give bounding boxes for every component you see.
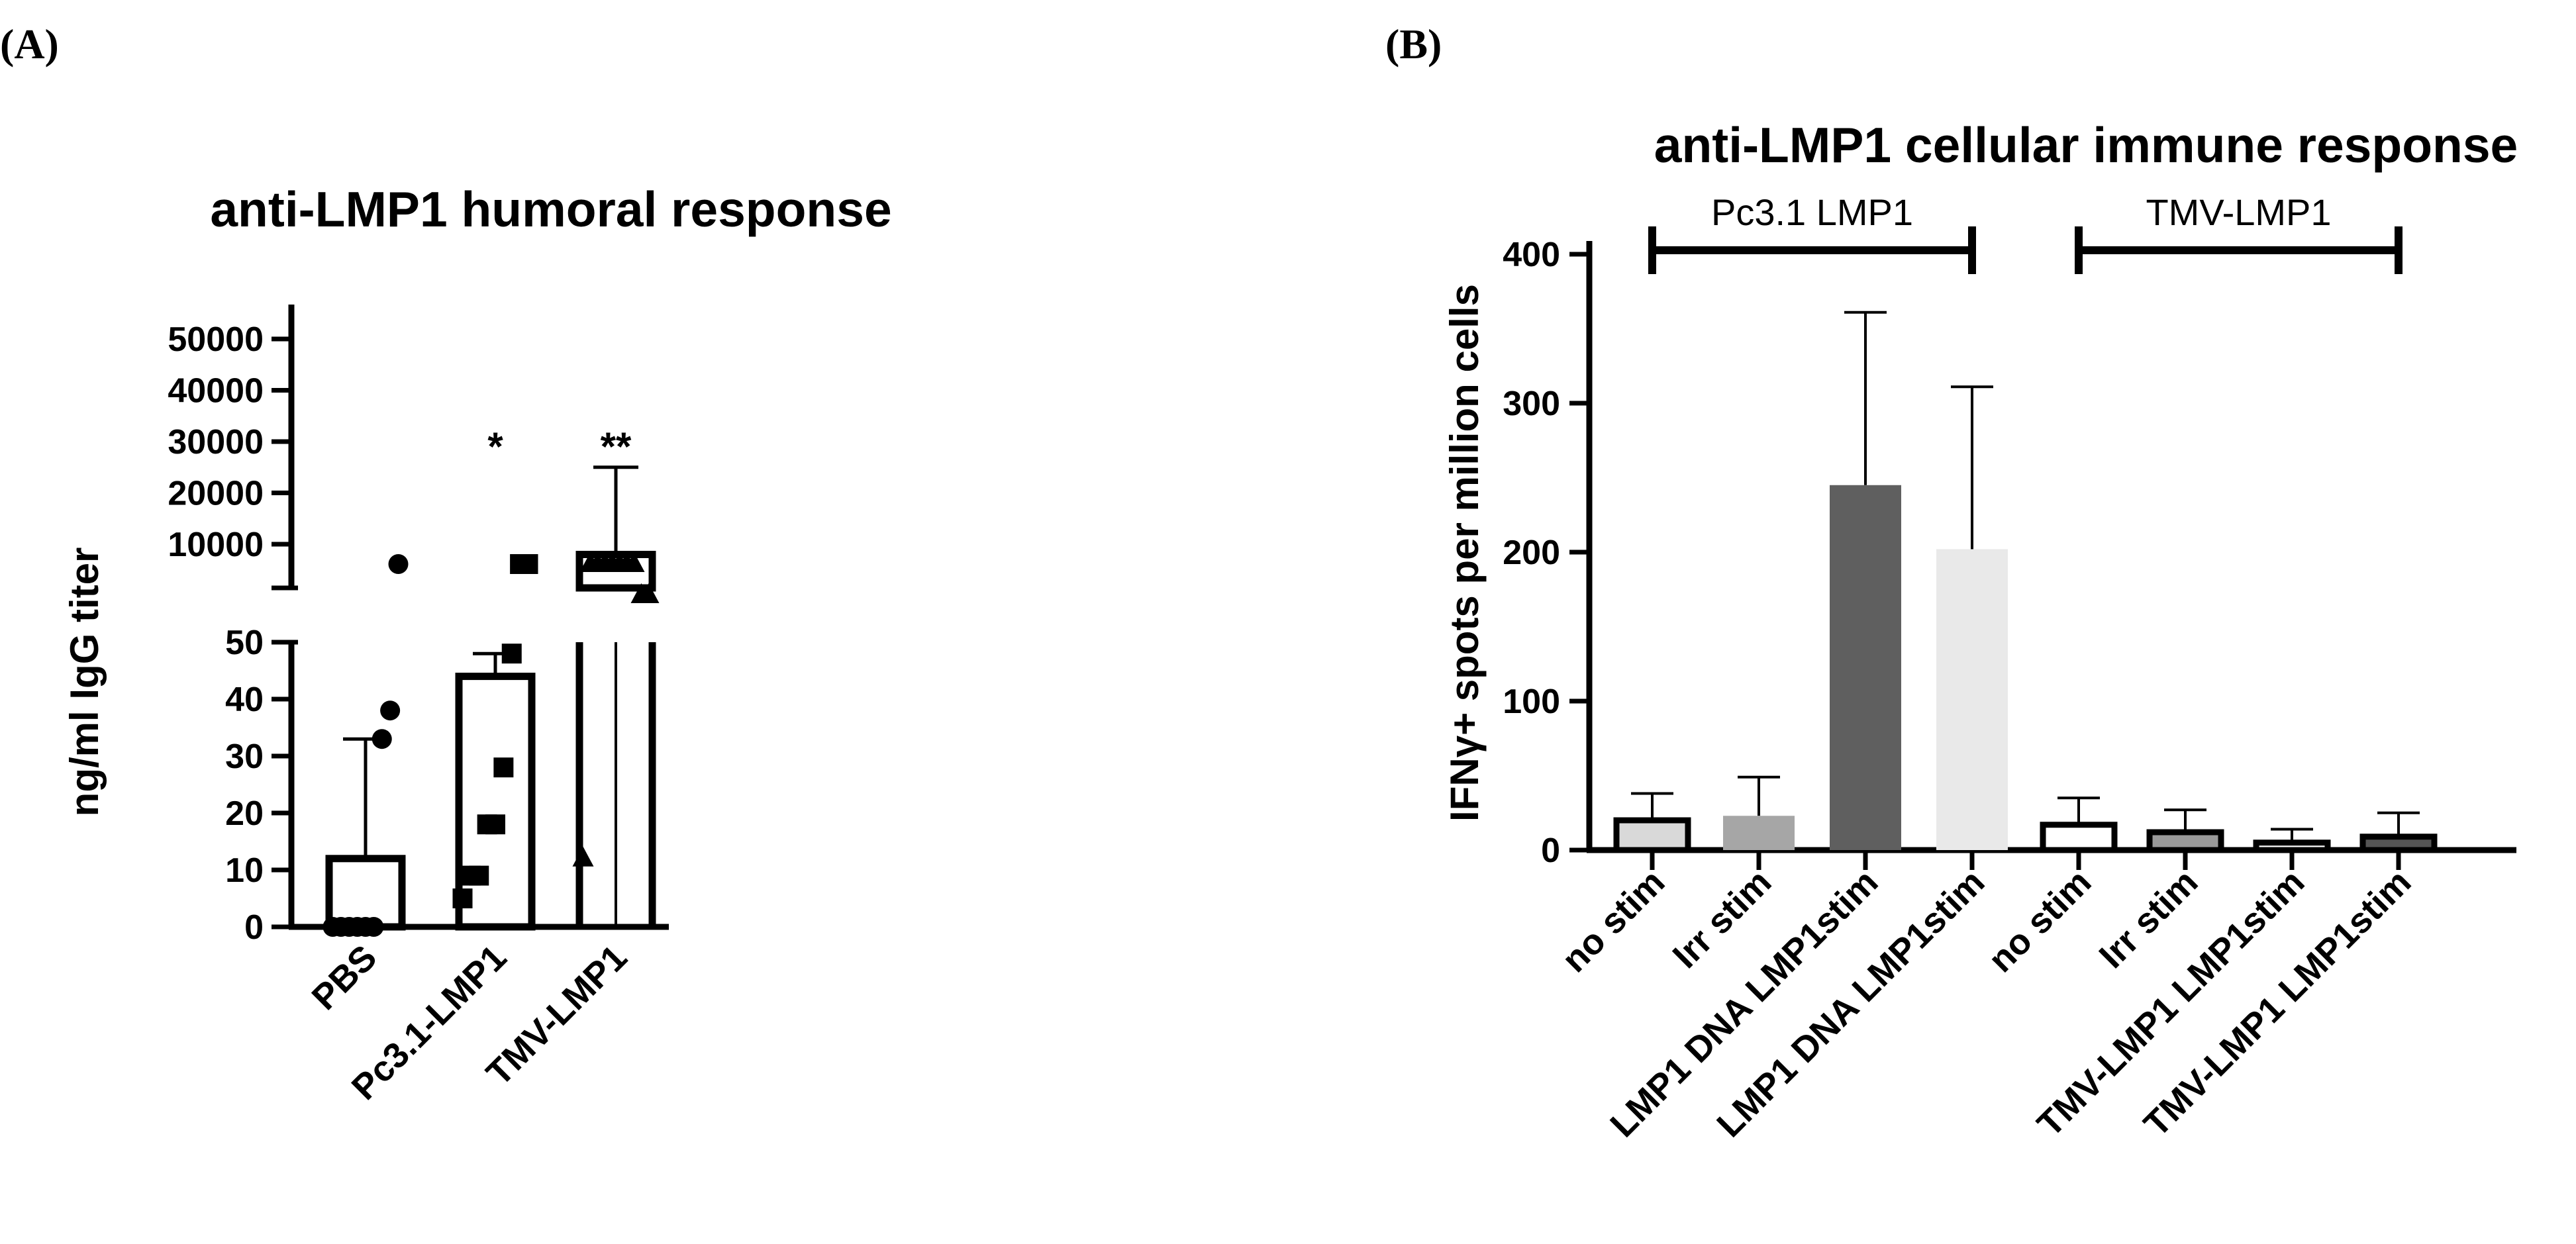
y-tick-label: 40 <box>225 681 264 719</box>
bar <box>325 855 406 931</box>
y-tick-label: 10 <box>225 851 264 890</box>
y-tick-label: 300 <box>1503 385 1560 423</box>
y-tick-label: 100 <box>1503 683 1560 721</box>
significance-mark: * <box>487 424 503 469</box>
data-point <box>572 846 594 867</box>
y-tick-label: 30 <box>225 738 264 776</box>
data-point <box>380 700 401 721</box>
bar <box>2146 829 2224 853</box>
group-label: TMV-LMP1 <box>2146 191 2331 233</box>
bar <box>575 551 656 592</box>
y-tick-label: 20000 <box>168 475 264 513</box>
bar <box>1723 816 1795 850</box>
bar <box>2359 834 2438 853</box>
x-category-label: PBS <box>305 937 385 1018</box>
data-point <box>638 583 660 604</box>
y-tick-label: 50000 <box>168 320 264 359</box>
bar <box>2040 822 2118 853</box>
bar <box>2253 839 2331 853</box>
y-tick-label: 50 <box>225 624 264 662</box>
data-point <box>485 814 505 835</box>
y-tick-label: 0 <box>244 908 264 947</box>
cellular-response-chart: anti-LMP1 cellular immune response IFNγ+… <box>1442 117 2518 1145</box>
bar <box>1936 549 2008 850</box>
chart-b-title: anti-LMP1 cellular immune response <box>1654 117 2518 173</box>
y-tick-label: 30000 <box>168 423 264 461</box>
data-point <box>452 888 473 908</box>
y-tick-label: 0 <box>1541 832 1560 870</box>
panel-a-label: (A) <box>0 21 59 68</box>
data-point <box>518 554 538 574</box>
data-point <box>469 865 489 886</box>
bar <box>455 673 536 931</box>
y-tick-label: 400 <box>1503 236 1560 274</box>
chart-a-ylabel: ng/ml IgG titer <box>62 548 107 817</box>
x-category-label: no stim <box>1554 862 1672 980</box>
y-tick-label: 40000 <box>168 372 264 410</box>
data-point <box>493 757 514 778</box>
y-tick-label: 20 <box>225 794 264 833</box>
panel-b-label: (B) <box>1385 21 1442 68</box>
data-point <box>623 552 645 572</box>
y-tick-label: 200 <box>1503 534 1560 572</box>
data-point <box>364 917 384 937</box>
x-category-label: no stim <box>1981 862 2099 980</box>
group-label: Pc3.1 LMP1 <box>1711 191 1913 233</box>
data-point <box>501 644 522 664</box>
bar <box>1613 817 1691 853</box>
data-point <box>372 729 392 749</box>
significance-mark: ** <box>601 424 632 469</box>
y-tick-label: 10000 <box>168 526 264 564</box>
data-point <box>388 554 409 574</box>
chart-a-title: anti-LMP1 humoral response <box>210 181 891 237</box>
bar <box>1830 485 1901 850</box>
chart-b-ylabel: IFNγ+ spots per million cells <box>1442 284 1487 822</box>
humoral-response-chart: anti-LMP1 humoral response ng/ml IgG tit… <box>62 181 892 1108</box>
